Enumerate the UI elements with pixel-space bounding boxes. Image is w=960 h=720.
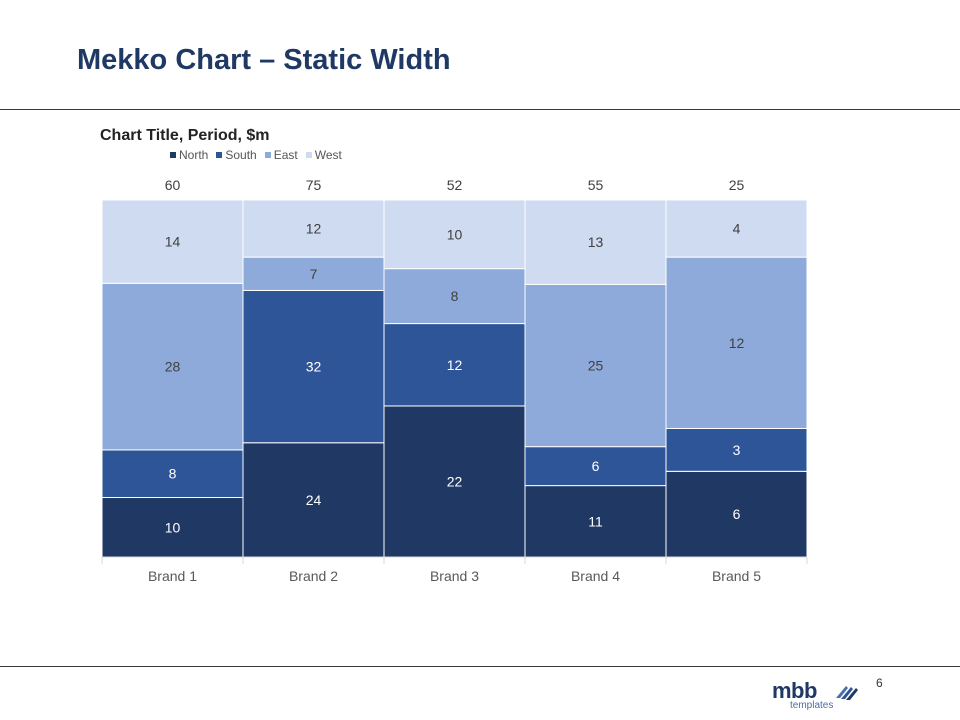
bar-segment-east (101, 282, 244, 451)
data-label: 12 (306, 221, 322, 237)
data-label: 11 (588, 513, 603, 529)
bar-segment-south (383, 323, 526, 407)
bar-segment-south (665, 427, 808, 472)
bar-segment-west (383, 199, 526, 270)
bar-segment-west (665, 199, 808, 258)
data-label: 12 (729, 335, 745, 351)
data-label: 13 (588, 234, 604, 250)
data-label: 8 (451, 288, 459, 304)
data-label: 6 (592, 458, 600, 474)
data-label: 22 (447, 473, 463, 489)
legend-item-north: North (170, 148, 208, 162)
category-label: Brand 4 (571, 568, 620, 584)
bar-segment-east (383, 268, 526, 325)
data-label: 14 (165, 234, 181, 250)
total-label: 75 (306, 177, 322, 193)
bar-segment-north (524, 485, 667, 558)
legend-label: South (225, 148, 257, 162)
book-icon (836, 686, 858, 700)
bar-segment-north (101, 497, 244, 558)
legend-swatch (264, 152, 271, 158)
bar-segment-north (383, 405, 526, 558)
data-label: 28 (165, 359, 181, 375)
mekko-chart: 10 8 28 14 60 Brand 1 24 32 7 12 75 Brand 2 22 12 8 10 5… (101, 177, 808, 584)
bar-segment-north (242, 442, 385, 558)
category-label: Brand 1 (148, 568, 197, 584)
data-label: 32 (306, 359, 322, 375)
data-label: 10 (165, 519, 181, 535)
total-label: 60 (165, 177, 181, 193)
logo-subtitle: templates (790, 700, 834, 711)
page-number: 6 (876, 676, 883, 690)
total-label: 55 (588, 177, 604, 193)
category-label: Brand 5 (712, 568, 761, 584)
data-label: 12 (447, 357, 463, 373)
logo-word: mbb (772, 678, 817, 703)
data-label: 3 (733, 442, 741, 458)
category-label: Brand 2 (289, 568, 338, 584)
bar-segment-south (242, 289, 385, 444)
title-divider (0, 109, 960, 110)
data-label: 7 (310, 266, 318, 282)
legend-swatch (305, 152, 312, 158)
legend-item-west: West (305, 148, 342, 162)
data-label: 24 (306, 492, 322, 508)
chart-legend: North South East West (170, 148, 342, 162)
category-label: Brand 3 (430, 568, 479, 584)
bar-segment-east (665, 256, 808, 429)
bar-segment-south (524, 446, 667, 487)
bar-segment-west (101, 199, 244, 284)
legend-item-south: South (216, 148, 257, 162)
legend-label: West (314, 148, 342, 162)
mbb-templates-logo: mbb templates (772, 678, 882, 714)
total-label: 52 (447, 177, 463, 193)
slide-title: Mekko Chart – Static Width (77, 44, 451, 76)
data-label: 25 (588, 358, 604, 374)
chart-title: Chart Title, Period, $m (100, 127, 270, 144)
data-label: 4 (733, 221, 741, 237)
legend-swatch (170, 152, 176, 158)
legend-item-east: East (264, 148, 298, 162)
legend-swatch (216, 152, 223, 158)
data-label: 10 (447, 226, 463, 242)
bar-segment-east (524, 283, 667, 448)
total-label: 25 (729, 177, 745, 193)
data-label: 8 (169, 466, 177, 482)
bar-segment-west (524, 199, 667, 285)
bar-segment-north (665, 470, 808, 558)
legend-label: North (179, 148, 209, 162)
bar-segment-west (242, 199, 385, 258)
bar-segment-south (101, 449, 244, 498)
footer-divider (0, 666, 960, 667)
data-label: 6 (733, 506, 741, 522)
legend-label: East (273, 148, 298, 162)
